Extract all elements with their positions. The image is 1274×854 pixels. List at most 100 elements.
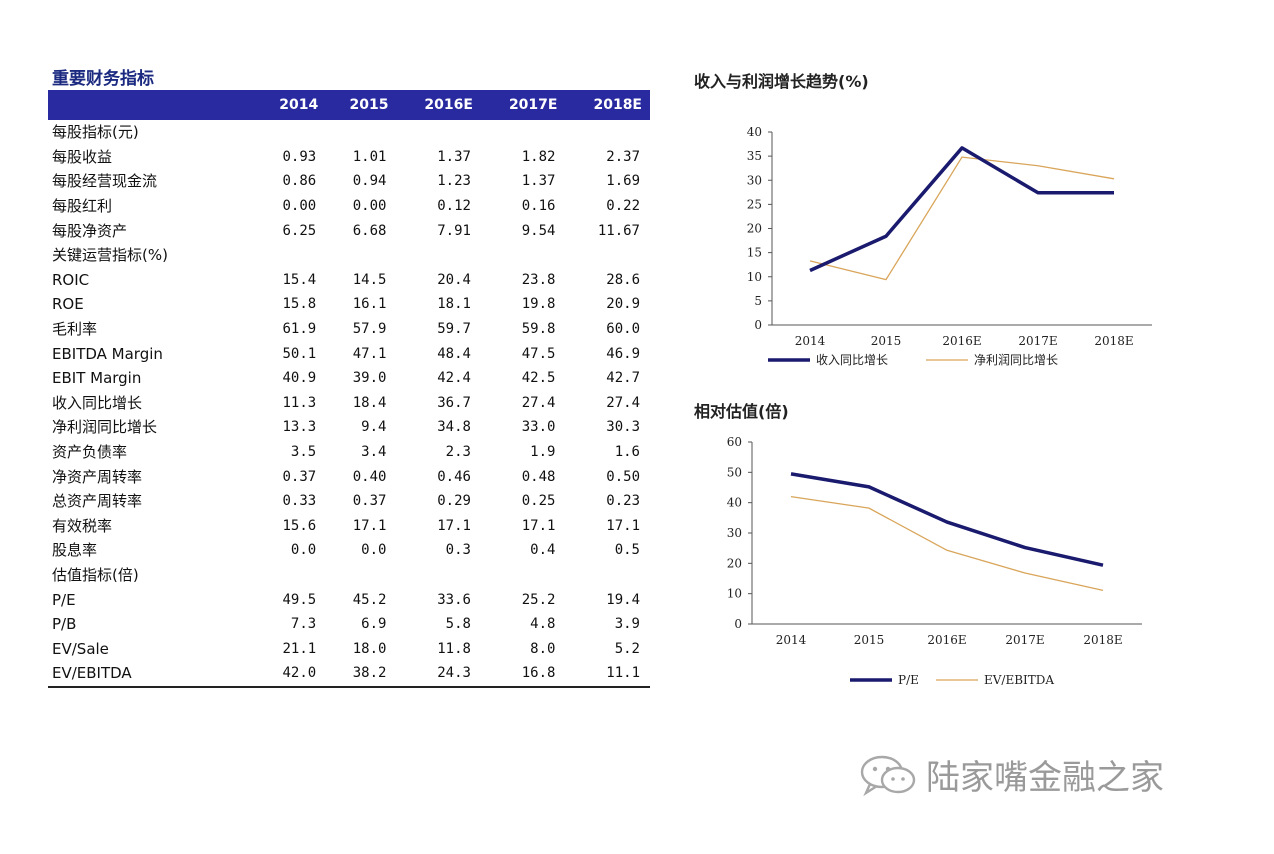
table-cell: 0.3 xyxy=(445,542,471,559)
table-cell xyxy=(396,120,481,145)
table-header-year: 2017E xyxy=(480,90,566,120)
series-line-1 xyxy=(809,156,1115,281)
table-cell: 49.5 xyxy=(282,591,317,608)
table-cell: 7.91 xyxy=(437,222,471,239)
table-row: P/B 7.3 6.9 5.8 4.8 3.9 xyxy=(48,612,650,637)
table-cell: 23.8 xyxy=(521,271,556,288)
table-cell: 15.4 xyxy=(282,271,317,288)
table-cell: 0.94 xyxy=(352,173,387,190)
table-cell: 17.1 xyxy=(521,517,556,534)
row-label: EV/EBITDA xyxy=(48,661,256,688)
table-cell: 0.23 xyxy=(606,493,640,510)
table-cell: 59.7 xyxy=(437,321,471,338)
x-tick-label: 2014 xyxy=(795,334,826,348)
growth-chart: 0 5 10 15 20 25 30 35 40 2014 2015 2016E 2017E 2018E 收… xyxy=(747,125,1152,367)
row-label: EBITDA Margin xyxy=(52,344,163,363)
table-cell xyxy=(481,120,566,145)
table-row: ROIC 15.4 14.5 20.4 23.8 28.6 xyxy=(48,268,650,293)
legend-label: P/E xyxy=(898,673,919,687)
table-cell: 16.8 xyxy=(480,661,566,688)
table-cell: 0.22 xyxy=(606,198,640,215)
x-tick-label: 2016E xyxy=(927,633,966,647)
table-cell: 9.54 xyxy=(521,222,556,239)
table-cell: 11.67 xyxy=(597,222,640,239)
table-header-year: 2016E xyxy=(396,90,481,120)
table-cell: 18.4 xyxy=(352,394,387,411)
row-label: 总资产周转率 xyxy=(52,492,143,511)
table-cell: 11.3 xyxy=(282,394,317,411)
y-tick-label: 30 xyxy=(727,526,742,540)
row-label: P/E xyxy=(52,590,76,609)
table-cell: 39.0 xyxy=(352,370,387,387)
table-cell: 0.46 xyxy=(437,468,471,485)
table-cell: 27.4 xyxy=(521,394,556,411)
table-row: 总资产周转率 0.33 0.37 0.29 0.25 0.23 xyxy=(48,489,650,514)
table-cell xyxy=(396,243,481,268)
table-cell: 61.9 xyxy=(282,321,317,338)
row-label: 有效税率 xyxy=(52,516,113,535)
table-header-year: 2018E xyxy=(565,90,650,120)
row-label: 每股收益 xyxy=(52,147,113,166)
table-cell: 5.8 xyxy=(445,616,471,633)
table-cell: 1.37 xyxy=(437,148,471,165)
row-label: 每股红利 xyxy=(52,197,113,216)
y-tick-label: 35 xyxy=(747,149,762,163)
table-cell: 0.0 xyxy=(361,542,387,559)
y-tick-label: 0 xyxy=(734,617,742,631)
row-label: 净利润同比增长 xyxy=(52,418,158,437)
x-tick-label: 2016E xyxy=(942,334,981,348)
row-label: 每股指标(元) xyxy=(52,123,139,142)
table-cell: 40.9 xyxy=(282,370,317,387)
table-cell: 33.0 xyxy=(521,419,556,436)
table-cell: 42.0 xyxy=(256,661,327,688)
table-cell: 15.6 xyxy=(282,517,317,534)
table-cell: 1.23 xyxy=(437,173,471,190)
table-cell: 0.37 xyxy=(352,493,387,510)
y-tick-label: 20 xyxy=(747,222,762,236)
table-row: 有效税率 15.6 17.1 17.1 17.1 17.1 xyxy=(48,514,650,539)
table-cell: 8.0 xyxy=(530,640,556,657)
y-tick-label: 30 xyxy=(747,173,762,187)
table-cell: 14.5 xyxy=(352,271,387,288)
table-cell: 0.16 xyxy=(521,198,556,215)
table-cell xyxy=(256,243,326,268)
row-label: ROIC xyxy=(52,270,90,289)
table-row: EBITDA Margin 50.1 47.1 48.4 47.5 46.9 xyxy=(48,341,650,366)
table-cell: 11.1 xyxy=(565,661,650,688)
table-row: 每股净资产 6.25 6.68 7.91 9.54 11.67 xyxy=(48,218,650,243)
table-cell: 24.3 xyxy=(396,661,481,688)
row-label: 关键运营指标(%) xyxy=(52,246,168,265)
table-cell: 48.4 xyxy=(437,345,471,362)
table-cell: 0.37 xyxy=(282,468,317,485)
x-tick-label: 2018E xyxy=(1083,633,1122,647)
y-tick-label: 5 xyxy=(754,294,762,308)
table-row: 净利润同比增长 13.3 9.4 34.8 33.0 30.3 xyxy=(48,415,650,440)
table-cell xyxy=(565,243,650,268)
table-cell: 27.4 xyxy=(606,394,640,411)
chart-title-valuation: 相对估值(倍) xyxy=(694,402,789,421)
table-row: 每股收益 0.93 1.01 1.37 1.82 2.37 xyxy=(48,145,650,170)
table-cell: 3.4 xyxy=(361,444,387,461)
table-cell: 9.4 xyxy=(361,419,387,436)
row-label: 每股经营现金流 xyxy=(52,172,158,191)
row-label: 净资产周转率 xyxy=(52,467,143,486)
table-cell xyxy=(481,243,566,268)
row-label: 每股净资产 xyxy=(52,221,128,240)
table-cell: 19.8 xyxy=(521,296,556,313)
watermark-text: 陆家嘴金融之家 xyxy=(926,758,1164,798)
table-cell: 36.7 xyxy=(437,394,471,411)
table-cell: 1.69 xyxy=(606,173,640,190)
table-cell: 17.1 xyxy=(606,517,640,534)
y-tick-label: 0 xyxy=(754,318,762,332)
table-cell: 2.37 xyxy=(606,148,640,165)
table-cell xyxy=(326,120,396,145)
row-label: EV/Sale xyxy=(52,639,109,658)
table-cell: 6.9 xyxy=(361,616,387,633)
y-tick-label: 15 xyxy=(747,246,762,260)
table-cell: 47.1 xyxy=(352,345,387,362)
table-cell: 15.8 xyxy=(282,296,317,313)
table-cell: 5.2 xyxy=(614,640,640,657)
table-cell: 11.8 xyxy=(437,640,471,657)
y-tick-label: 20 xyxy=(727,556,742,570)
y-tick-label: 25 xyxy=(747,197,762,211)
